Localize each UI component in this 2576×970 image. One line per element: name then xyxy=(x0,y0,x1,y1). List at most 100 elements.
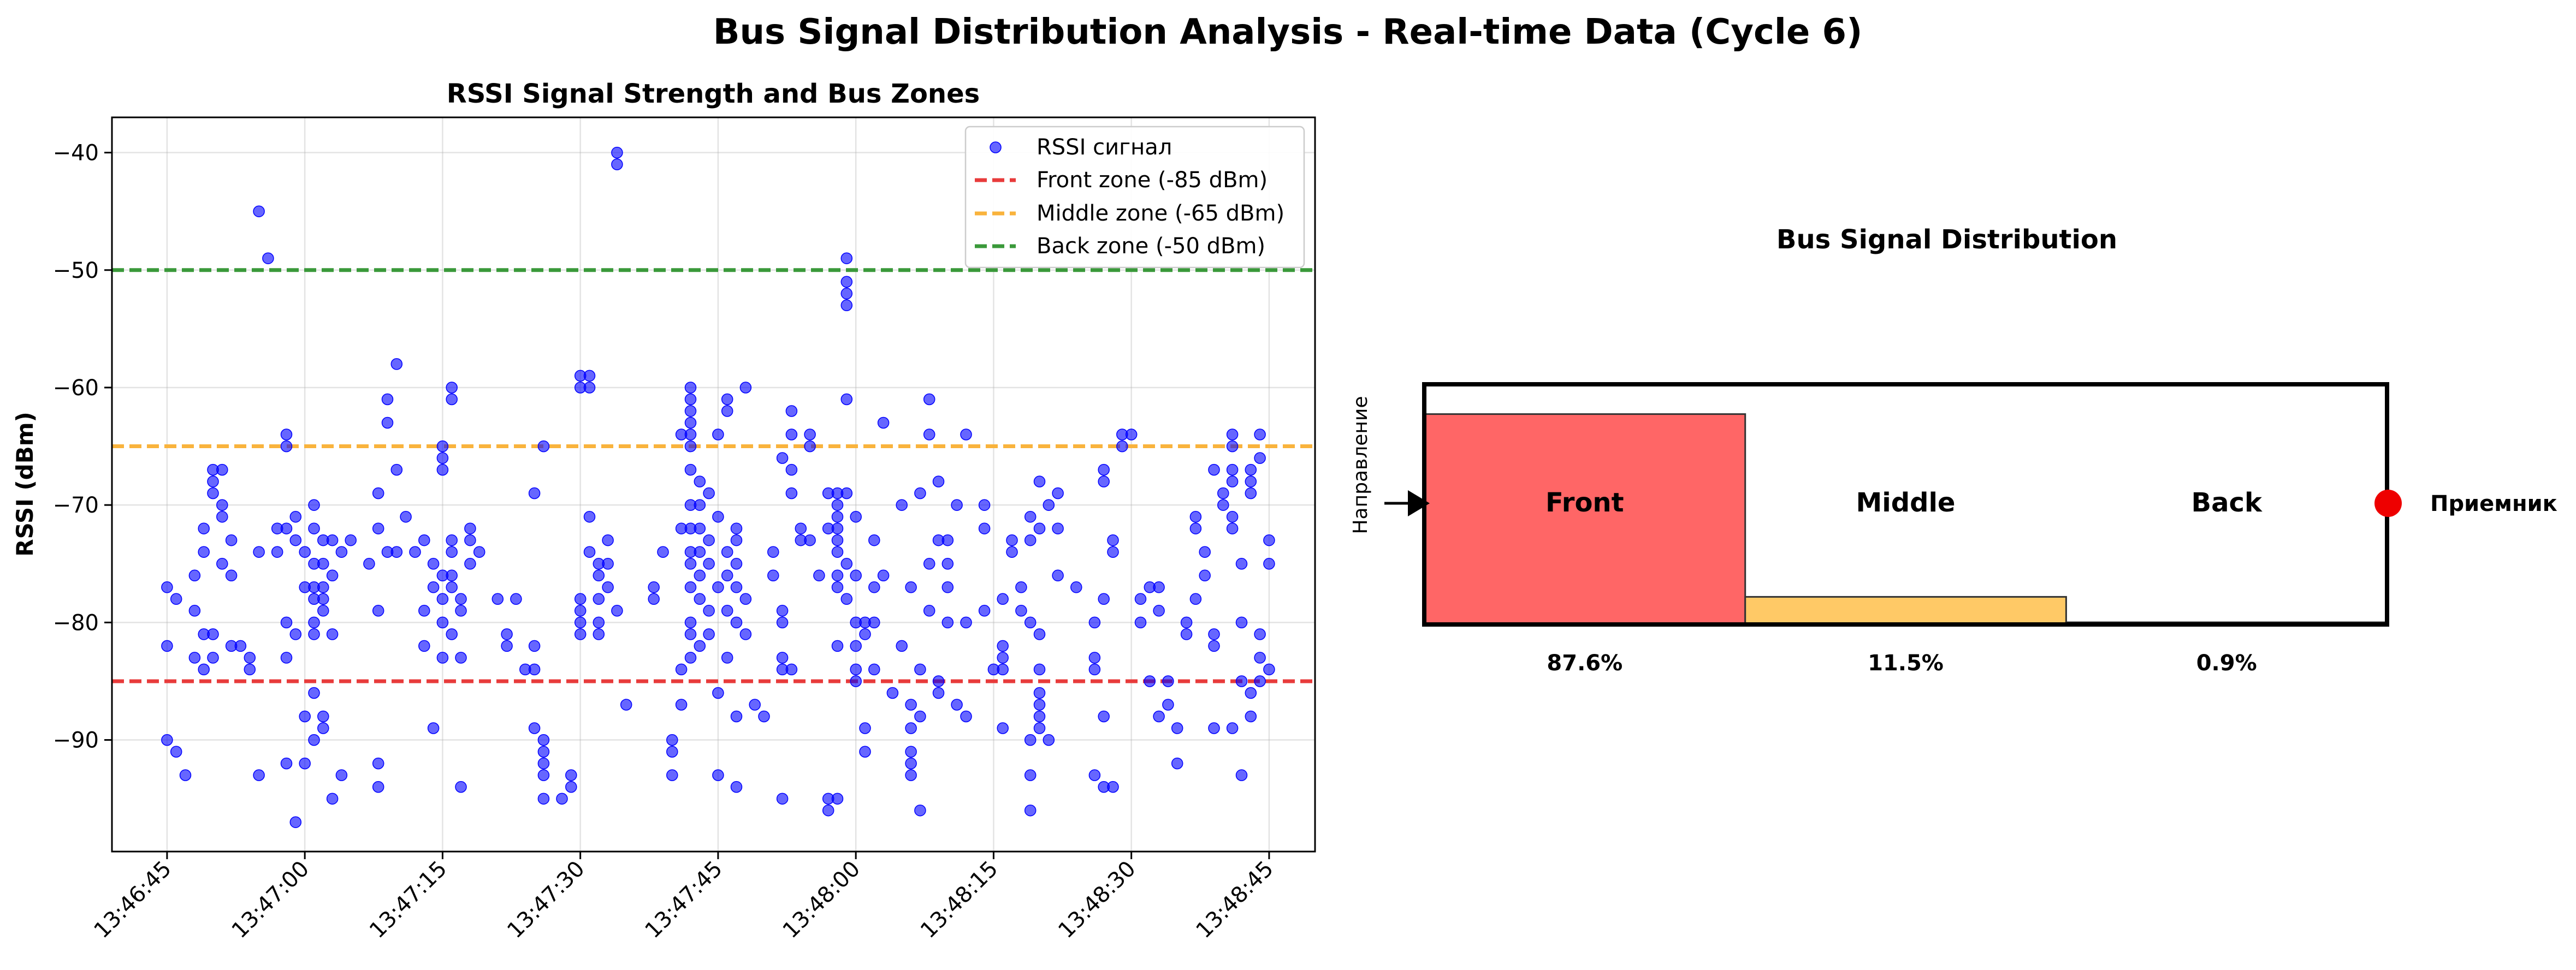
scatter-point xyxy=(730,534,743,546)
scatter-point xyxy=(1208,722,1220,734)
scatter-point xyxy=(207,487,219,499)
scatter-point xyxy=(602,558,614,570)
scatter-point xyxy=(280,429,293,441)
scatter-point xyxy=(905,757,917,770)
scatter-point xyxy=(400,510,412,523)
scatter-point xyxy=(1033,475,1046,487)
scatter-point xyxy=(840,593,853,605)
scatter-point xyxy=(997,663,1009,676)
scatter-point xyxy=(225,534,238,546)
scatter-point xyxy=(666,734,678,746)
scatter-point xyxy=(684,416,697,429)
scatter-point xyxy=(648,593,660,605)
scatter-point xyxy=(611,605,623,617)
scatter-point xyxy=(1107,546,1119,558)
scatter-point xyxy=(730,781,743,793)
scatter-point xyxy=(198,546,210,558)
scatter-point xyxy=(978,605,991,617)
scatter-point xyxy=(684,405,697,417)
scatter-point xyxy=(1217,499,1229,511)
scatter-point xyxy=(785,463,798,476)
scatter-point xyxy=(602,581,614,593)
scatter-point xyxy=(785,663,798,676)
scatter-point xyxy=(299,546,311,558)
scatter-point xyxy=(1235,558,1248,570)
scatter-point xyxy=(859,722,871,734)
scatter-point xyxy=(941,616,954,629)
scatter-point xyxy=(528,487,541,499)
scatter-point xyxy=(556,793,568,805)
scatter-point xyxy=(923,429,935,441)
scatter-point xyxy=(951,699,963,711)
scatter-point xyxy=(1180,628,1193,640)
scatter-point xyxy=(831,522,844,534)
scatter-point xyxy=(446,581,458,593)
scatter-point xyxy=(923,605,935,617)
scatter-point xyxy=(1052,487,1064,499)
scatter-point xyxy=(345,534,357,546)
scatter-point xyxy=(1107,534,1119,546)
scatter-point xyxy=(657,546,669,558)
scatter-point xyxy=(1226,463,1239,476)
scatter-point xyxy=(941,558,954,570)
scatter-point xyxy=(840,558,853,570)
scatter-point xyxy=(1088,616,1101,629)
scatter-point xyxy=(446,628,458,640)
scatter-point xyxy=(510,593,522,605)
figure-suptitle: Bus Signal Distribution Analysis - Real-… xyxy=(713,12,1863,52)
scatter-point xyxy=(1070,581,1082,593)
scatter-point xyxy=(1254,675,1266,687)
scatter-point xyxy=(317,558,329,570)
scatter-point xyxy=(436,616,449,629)
scatter-point xyxy=(666,746,678,758)
scatter-point xyxy=(280,522,293,534)
scatter-point xyxy=(1024,804,1037,817)
scatter-point xyxy=(1235,616,1248,629)
scatter-point xyxy=(905,699,917,711)
scatter-point xyxy=(1043,734,1055,746)
scatter-point xyxy=(831,546,844,558)
scatter-point xyxy=(372,522,384,534)
scatter-point xyxy=(684,440,697,453)
scatter-point xyxy=(914,663,926,676)
bus-value-label-front: 87.6% xyxy=(1547,651,1622,676)
scatter-point xyxy=(436,593,449,605)
scatter-point xyxy=(914,804,926,817)
scatter-point xyxy=(997,593,1009,605)
bus-zone-bars xyxy=(1423,413,2388,626)
bus-zone-label-front: Front xyxy=(1545,487,1624,518)
scatter-point xyxy=(1254,652,1266,664)
scatter-point xyxy=(776,452,789,464)
scatter-point xyxy=(611,158,623,170)
scatter-point xyxy=(694,546,706,558)
scatter-point xyxy=(427,722,440,734)
scatter-point xyxy=(666,769,678,781)
scatter-point xyxy=(537,769,550,781)
scatter-point xyxy=(418,605,430,617)
scatter-point xyxy=(244,663,256,676)
scatter-point xyxy=(703,534,715,546)
scatter-point xyxy=(1162,675,1174,687)
scatter-point xyxy=(1015,581,1027,593)
scatter-point xyxy=(372,757,384,770)
scatter-point xyxy=(574,628,587,640)
scatter-point xyxy=(868,534,880,546)
scatter-point xyxy=(712,687,724,699)
zone-threshold-lines xyxy=(112,268,1315,683)
scatter-point xyxy=(1226,510,1239,523)
scatter-point xyxy=(804,429,816,441)
y-tick-label: −80 xyxy=(53,610,99,635)
scatter-point xyxy=(161,581,173,593)
scatter-point xyxy=(537,757,550,770)
scatter-point xyxy=(335,769,348,781)
scatter-point xyxy=(299,710,311,723)
scatter-point xyxy=(280,440,293,453)
scatter-point xyxy=(446,569,458,582)
scatter-point xyxy=(308,522,320,534)
direction-label: Направление xyxy=(1349,396,1372,534)
scatter-point xyxy=(850,640,862,652)
scatter-point xyxy=(1199,546,1211,558)
scatter-point xyxy=(262,252,274,264)
scatter-point xyxy=(253,769,265,781)
scatter-point xyxy=(455,781,467,793)
